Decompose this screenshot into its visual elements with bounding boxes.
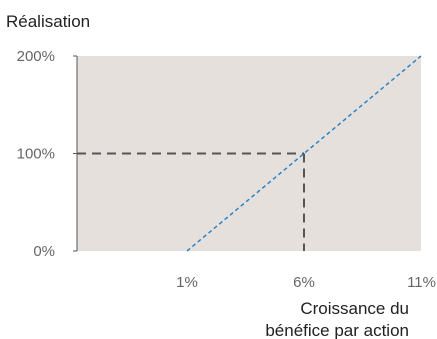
- x-tick-label-0: 1%: [176, 274, 198, 291]
- y-tick-label-2: 200%: [17, 48, 55, 65]
- x-tick-label-1: 6%: [293, 274, 315, 291]
- series-group: [186, 55, 422, 252]
- reference-lines: [77, 152, 305, 251]
- y-ticks: 0% 100% 200%: [17, 48, 77, 260]
- x-axis-title-line-2: bénéfice par action: [265, 321, 409, 339]
- y-tick-label-0: 0%: [33, 243, 55, 260]
- x-axis-title-line-1: Croissance du: [300, 299, 409, 318]
- y-axis-title: Réalisation: [6, 12, 90, 31]
- x-ticks: 1% 6% 11%: [176, 274, 436, 291]
- y-tick-label-1: 100%: [17, 146, 55, 163]
- series-line-0: [186, 55, 422, 252]
- x-tick-label-2: 11%: [407, 274, 436, 291]
